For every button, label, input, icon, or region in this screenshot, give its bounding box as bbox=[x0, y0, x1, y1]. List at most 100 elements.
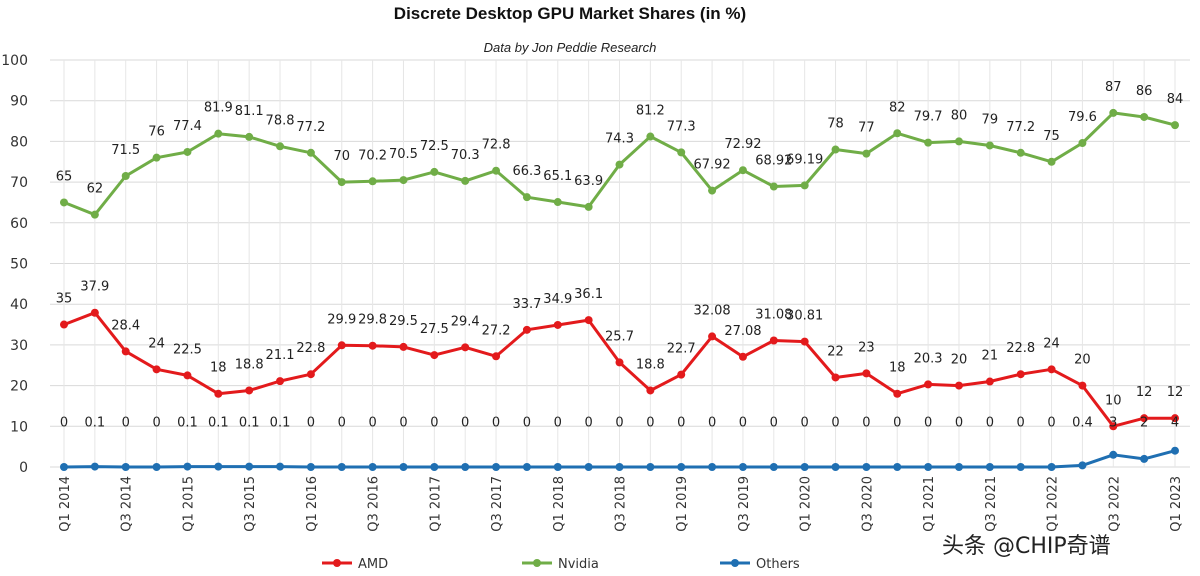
data-point-others bbox=[831, 463, 840, 471]
data-point-amd bbox=[121, 347, 130, 356]
data-label-others: 0 bbox=[708, 415, 716, 430]
data-point-nvidia bbox=[800, 181, 809, 190]
y-tick-label: 60 bbox=[10, 216, 28, 232]
data-point-amd bbox=[954, 381, 963, 390]
data-label-others: 4 bbox=[1171, 415, 1179, 430]
data-point-nvidia bbox=[553, 198, 562, 207]
data-label-amd: 22.5 bbox=[173, 342, 202, 357]
data-label-amd: 25.7 bbox=[605, 329, 634, 344]
data-label-amd: 22.7 bbox=[667, 342, 696, 357]
data-point-amd bbox=[430, 351, 439, 360]
data-label-others: 0 bbox=[368, 415, 376, 430]
data-label-amd: 20 bbox=[951, 353, 968, 368]
x-tick-label: Q1 2015 bbox=[181, 476, 196, 532]
data-label-nvidia: 71.5 bbox=[111, 143, 140, 158]
data-point-others bbox=[152, 463, 161, 471]
legend-label-nvidia: Nvidia bbox=[558, 557, 599, 572]
legend-label-amd: AMD bbox=[358, 557, 388, 572]
data-label-amd: 32.08 bbox=[693, 303, 730, 318]
x-tick-label: Q1 2022 bbox=[1046, 476, 1061, 532]
data-label-others: 0 bbox=[60, 415, 68, 430]
data-label-others: 0.1 bbox=[270, 415, 291, 430]
data-point-others bbox=[924, 463, 933, 471]
data-point-others bbox=[399, 463, 408, 471]
data-point-amd bbox=[800, 337, 809, 346]
data-point-nvidia bbox=[1171, 121, 1179, 130]
data-point-amd bbox=[646, 386, 655, 395]
data-label-amd: 24 bbox=[148, 336, 165, 351]
data-label-nvidia: 65 bbox=[56, 169, 73, 184]
data-point-amd bbox=[245, 386, 254, 395]
data-point-amd bbox=[1171, 414, 1179, 423]
data-point-others bbox=[893, 463, 902, 471]
y-tick-label: 30 bbox=[10, 338, 28, 354]
data-point-nvidia bbox=[245, 132, 254, 141]
data-label-nvidia: 72.8 bbox=[482, 138, 511, 153]
x-tick-label: Q3 2018 bbox=[614, 476, 629, 532]
data-label-nvidia: 69.19 bbox=[786, 152, 823, 167]
legend-marker-nvidia bbox=[533, 559, 541, 567]
data-label-nvidia: 77.2 bbox=[1006, 120, 1035, 135]
data-label-others: 0 bbox=[338, 415, 346, 430]
data-label-others: 0 bbox=[307, 415, 315, 430]
data-point-nvidia bbox=[121, 171, 130, 180]
data-label-amd: 31.08 bbox=[755, 308, 792, 323]
data-point-nvidia bbox=[337, 178, 346, 187]
data-point-amd bbox=[399, 342, 408, 351]
data-label-amd: 18.8 bbox=[235, 357, 264, 372]
data-point-amd bbox=[677, 370, 686, 379]
data-point-nvidia bbox=[677, 148, 686, 157]
x-tick-label: Q1 2023 bbox=[1169, 476, 1184, 532]
data-label-amd: 28.4 bbox=[111, 318, 140, 333]
y-tick-label: 20 bbox=[10, 379, 28, 395]
data-label-others: 0 bbox=[492, 415, 500, 430]
data-label-amd: 21.1 bbox=[266, 348, 295, 363]
chart-title: Discrete Desktop GPU Market Shares (in %… bbox=[394, 4, 746, 23]
data-point-others bbox=[461, 463, 470, 471]
data-point-amd bbox=[584, 316, 593, 325]
data-label-nvidia: 78 bbox=[827, 117, 844, 132]
data-point-nvidia bbox=[615, 160, 624, 169]
data-point-nvidia bbox=[1109, 108, 1118, 117]
data-point-others bbox=[90, 462, 99, 471]
data-point-others bbox=[1140, 454, 1149, 463]
data-point-others bbox=[60, 463, 68, 471]
data-point-others bbox=[862, 463, 871, 471]
data-label-nvidia: 78.8 bbox=[266, 113, 295, 128]
data-point-nvidia bbox=[430, 167, 439, 176]
data-label-nvidia: 65.1 bbox=[543, 169, 572, 184]
data-label-others: 0 bbox=[584, 415, 592, 430]
data-label-nvidia: 70.3 bbox=[451, 148, 480, 163]
data-point-amd bbox=[90, 308, 99, 317]
data-point-amd bbox=[214, 389, 223, 398]
data-point-nvidia bbox=[152, 153, 161, 162]
data-point-amd bbox=[1109, 422, 1118, 431]
data-label-others: 0 bbox=[554, 415, 562, 430]
data-point-nvidia bbox=[1047, 157, 1056, 166]
data-label-nvidia: 63.9 bbox=[574, 174, 603, 189]
data-point-others bbox=[584, 463, 593, 471]
data-label-others: 0 bbox=[924, 415, 932, 430]
data-label-amd: 27.5 bbox=[420, 322, 449, 337]
data-label-amd: 21 bbox=[982, 349, 999, 364]
data-label-nvidia: 70 bbox=[333, 149, 350, 164]
data-point-amd bbox=[152, 365, 161, 374]
data-point-others bbox=[337, 463, 346, 471]
data-point-amd bbox=[831, 373, 840, 382]
data-point-nvidia bbox=[1016, 148, 1025, 157]
data-point-amd bbox=[183, 371, 192, 380]
data-label-others: 0 bbox=[399, 415, 407, 430]
data-point-amd bbox=[368, 341, 377, 350]
legend-marker-amd bbox=[333, 559, 341, 567]
data-label-amd: 30.81 bbox=[786, 309, 823, 324]
data-point-amd bbox=[615, 358, 624, 367]
gridlines bbox=[50, 59, 1190, 468]
data-label-nvidia: 87 bbox=[1105, 80, 1122, 95]
data-label-nvidia: 82 bbox=[889, 100, 906, 115]
data-label-others: 0.4 bbox=[1072, 415, 1093, 430]
x-tick-label: Q1 2020 bbox=[799, 476, 814, 532]
data-point-nvidia bbox=[924, 138, 933, 147]
data-point-amd bbox=[708, 332, 717, 341]
data-label-others: 0.1 bbox=[239, 415, 260, 430]
data-point-amd bbox=[1078, 381, 1087, 390]
